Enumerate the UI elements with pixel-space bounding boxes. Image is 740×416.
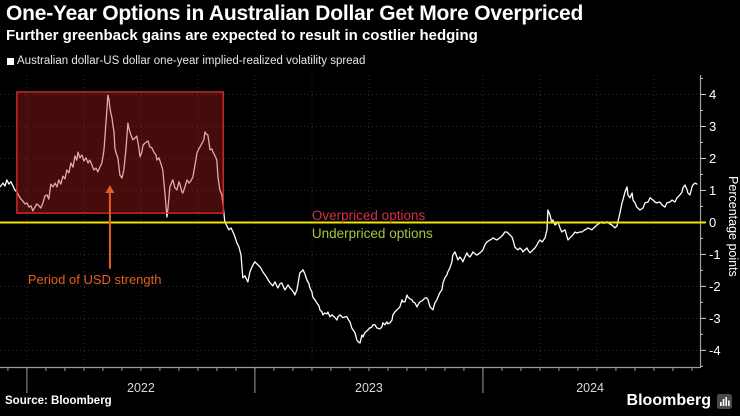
x-tick-label: 2023 <box>355 381 383 395</box>
y-tick-label: -4 <box>709 343 721 358</box>
x-tick-label: 2024 <box>576 381 604 395</box>
underpriced-options-label: Underpriced options <box>312 226 433 241</box>
y-tick-label: 2 <box>709 151 716 166</box>
y-tick-label: 3 <box>709 119 716 134</box>
y-tick-label: -1 <box>709 247 721 262</box>
y-tick-label: -2 <box>709 279 721 294</box>
bloomberg-wordmark: Bloomberg <box>626 392 711 409</box>
legend-label: Australian dollar-US dollar one-year imp… <box>17 55 366 67</box>
legend: Australian dollar-US dollar one-year imp… <box>7 55 365 67</box>
usd-strength-highlight-box <box>16 91 224 214</box>
chart-subtitle: Further greenback gains are expected to … <box>6 27 478 44</box>
y-tick-label: 0 <box>709 215 716 230</box>
usd-strength-label: Period of USD strength <box>28 272 162 287</box>
y-tick-label: 1 <box>709 183 716 198</box>
chart-title: One-Year Options in Australian Dollar Ge… <box>6 2 584 25</box>
x-tick-label: 2022 <box>127 381 155 395</box>
overpriced-options-label: Overpriced options <box>312 208 426 223</box>
y-axis-title: Percentage points <box>726 176 740 277</box>
legend-marker-swatch <box>7 57 14 65</box>
usd-strength-arrow-head <box>105 185 115 194</box>
bloomberg-chart-icon <box>717 393 732 409</box>
series-line <box>0 94 698 344</box>
y-tick-label: 4 <box>709 87 716 102</box>
source-label: Source: Bloomberg <box>5 395 112 407</box>
y-tick-label: -3 <box>709 311 721 326</box>
bloomberg-logo: Bloomberg <box>627 392 732 410</box>
